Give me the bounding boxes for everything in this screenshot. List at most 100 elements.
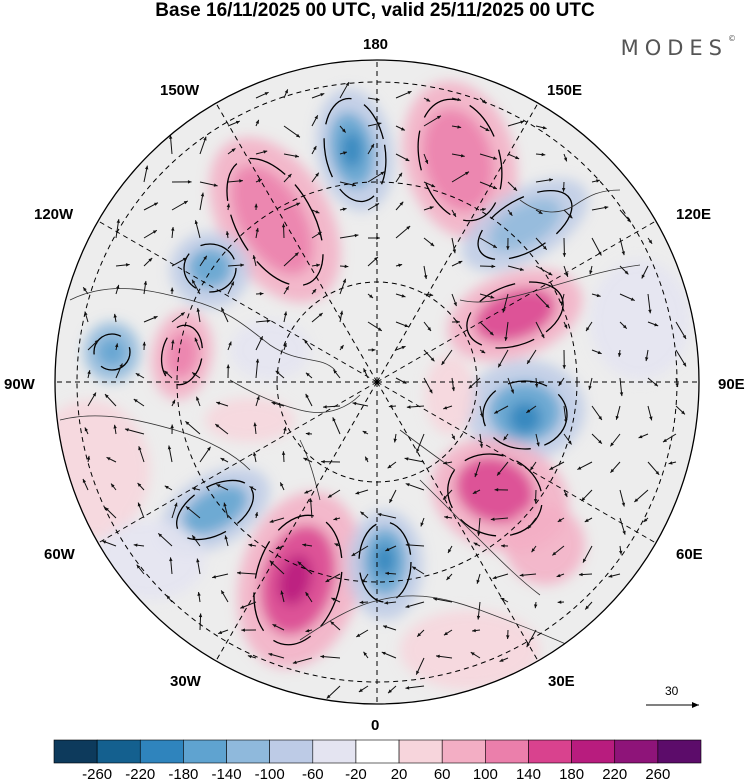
wind-vector-head: [430, 242, 435, 247]
wind-vector-head: [470, 652, 475, 656]
wind-vector-head: [402, 380, 407, 384]
wind-vector-head: [385, 571, 389, 576]
wind-vector-head: [578, 572, 583, 577]
wind-vector-head: [305, 591, 309, 596]
anomaly-patch: [205, 398, 295, 442]
wind-vector-head: [254, 203, 258, 208]
wind-vector-head: [431, 183, 436, 188]
colorbar-bin: [398, 739, 443, 764]
wind-vector-head: [381, 651, 386, 656]
colorbar-bin: [485, 739, 529, 764]
wind-vector-head: [472, 490, 477, 494]
wind-vector-head: [255, 119, 259, 124]
height-contour: [226, 157, 324, 287]
wind-vector-head: [490, 295, 495, 299]
wind-vector-head: [304, 339, 308, 344]
wind-vector-head: [359, 600, 364, 605]
wind-vector-head: [191, 487, 196, 491]
wind-vector-head: [305, 432, 310, 436]
wind-vector-head: [634, 498, 639, 503]
wind-vector-head: [143, 280, 148, 285]
wind-vector-head: [192, 535, 196, 540]
wind-vector-head: [94, 339, 99, 344]
wind-vector-head: [375, 203, 380, 207]
wind-vector-head: [481, 349, 486, 354]
wind-vector-head: [577, 466, 582, 470]
wind-vector-head: [259, 336, 263, 341]
wind-vector-head: [407, 91, 412, 95]
colorbar-bin: [53, 739, 98, 764]
wind-vector-head: [388, 689, 392, 694]
wind-vector-head: [436, 115, 441, 120]
wind-vector-head: [648, 239, 653, 244]
wind-vector-head: [682, 362, 687, 367]
colorbar-tick-label: 180: [559, 766, 585, 783]
wind-vector-head: [610, 468, 615, 473]
wind-vector-head: [399, 201, 404, 206]
wind-vector-head: [171, 339, 175, 344]
anomaly-patch: [422, 109, 494, 211]
wind-vector-head: [247, 654, 252, 659]
wind-vector-head: [200, 192, 205, 197]
colorbar-tick-label: -220: [125, 766, 156, 783]
wind-vector-head: [617, 353, 622, 357]
wind-vector-head: [116, 219, 120, 224]
wind-vector-head: [302, 543, 307, 547]
wind-vector-head: [375, 97, 380, 102]
wind-vector-head: [228, 341, 232, 346]
colorbar-tick-label: 220: [602, 766, 628, 783]
wind-vector-head: [164, 485, 169, 490]
wind-vector-head: [527, 359, 531, 364]
anomaly-patch: [400, 610, 540, 690]
wind-vector-head: [383, 625, 388, 629]
wind-vector-head: [295, 154, 299, 158]
wind-vector-head: [198, 613, 203, 618]
wind-vector-head: [326, 694, 331, 699]
colorbar-tick-label: 140: [515, 766, 541, 783]
wind-vector-head: [215, 424, 220, 428]
reference-vector-value: 30: [665, 684, 679, 698]
wind-vector-head: [221, 590, 225, 595]
wind-vector-head: [124, 428, 129, 432]
wind-vector-head: [506, 635, 510, 639]
colorbar-tick-label: 100: [472, 766, 498, 783]
wind-vector-head: [280, 482, 284, 487]
wind-vector-head: [235, 120, 240, 125]
wind-vector-head: [363, 651, 368, 656]
wind-vector-head: [331, 597, 336, 602]
wind-vector-head: [252, 452, 257, 456]
wind-vector-head: [318, 313, 323, 317]
height-contour: [358, 521, 412, 603]
wind-vector-head: [84, 427, 89, 432]
wind-vector-head: [499, 658, 504, 662]
wind-vector-head: [240, 605, 245, 609]
wind-vector-head: [549, 178, 553, 182]
wind-vector-head: [557, 518, 562, 522]
wind-vector-head: [174, 502, 178, 507]
wind-vector-head: [314, 115, 318, 120]
wind-vector-head: [604, 205, 609, 210]
wind-vector-head: [183, 200, 188, 205]
wind-vector-head: [104, 394, 109, 398]
wind-vector-head: [213, 183, 218, 187]
wind-vector-head: [194, 337, 198, 342]
wind-vector-head: [287, 173, 292, 178]
wind-vector-head: [448, 548, 452, 553]
wind-vector-head: [596, 293, 601, 298]
wind-vector-head: [417, 632, 422, 637]
wind-vector-head: [249, 486, 254, 490]
wind-vector-head: [106, 457, 111, 461]
wind-vector-head: [503, 436, 508, 441]
wind-vector-head: [649, 416, 653, 421]
wind-vector-head: [226, 203, 231, 208]
wind-vector-head: [142, 341, 146, 346]
wind-vector-head: [137, 482, 142, 487]
colorbar-bin: [528, 739, 572, 764]
wind-vector-head: [305, 628, 310, 633]
wind-vector-head: [144, 165, 149, 170]
wind-vector-head: [237, 571, 241, 575]
anomaly-patch: [509, 402, 541, 434]
wind-vector-head: [476, 615, 481, 620]
wind-vector-head: [203, 136, 207, 141]
